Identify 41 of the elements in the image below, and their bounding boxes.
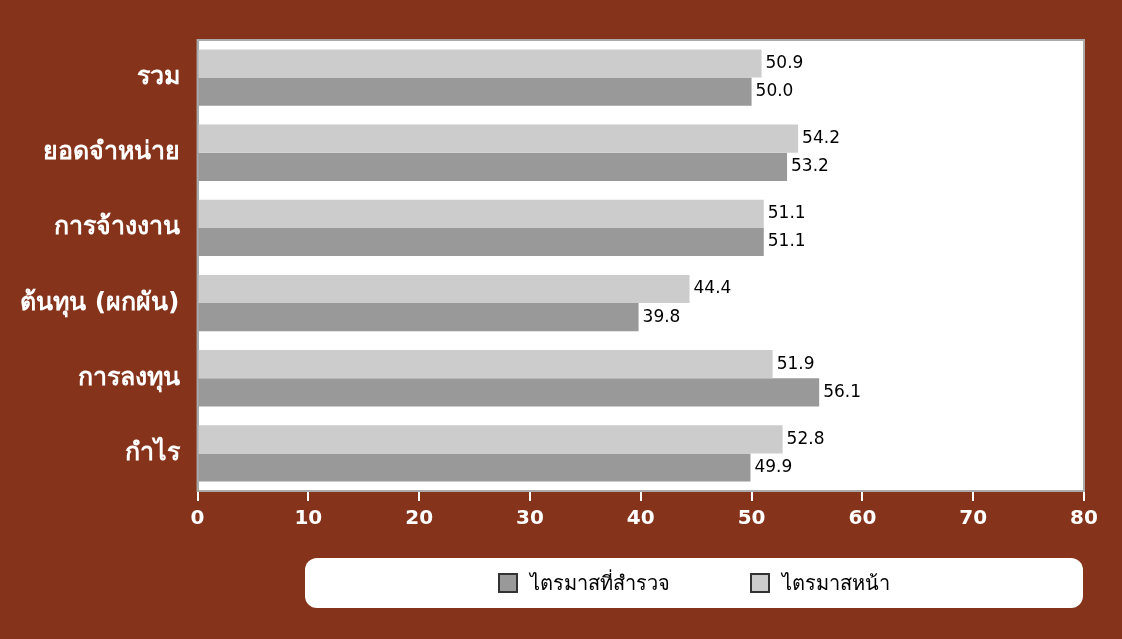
y-tick-label: ยอดจำหน่าย [42,136,180,166]
bar [198,274,690,304]
text: 56.1 [823,380,862,401]
text: 51.1 [767,202,806,223]
text: 49.9 [754,455,793,476]
x-tick-label: 10 [294,505,323,530]
y-tick-label: การจ้างงาน [53,211,180,241]
text: 52.8 [786,427,825,448]
bar [198,124,799,153]
x-tick-label: 80 [1070,505,1098,530]
text: 50.0 [755,80,794,101]
legend-label: ไตรมาสหน้า [782,570,890,597]
x-tick-label: 0 [190,505,205,530]
bar [198,77,752,106]
bar [198,49,762,78]
x-tick-label: 70 [959,505,988,530]
bar [198,350,773,379]
y-tick-label: ต้นทุน (ผกผัน) [19,286,180,318]
text: 53.2 [791,155,829,176]
bar [198,378,820,407]
bar [198,425,783,454]
x-tick-label: 30 [516,505,544,530]
x-tick-label: 40 [626,505,655,530]
text: 39.8 [642,305,681,326]
text: 54.2 [802,127,840,148]
bar [198,303,639,332]
y-tick-label: รวม [136,61,180,91]
bar [198,199,764,228]
bar [198,227,764,257]
text: 51.1 [767,230,806,251]
legend-label: ไตรมาสที่สำรวจ [530,568,670,597]
text: 50.9 [765,51,804,72]
text: 51.9 [776,352,815,373]
x-tick-label: 50 [737,505,766,530]
text: 44.4 [693,277,732,298]
bar [198,152,788,181]
x-tick-label: 20 [405,505,434,530]
bar [198,453,751,482]
x-tick-label: 60 [848,505,877,530]
y-tick-label: การลงทุน [77,361,180,393]
y-tick-label: กำไร [124,435,181,466]
